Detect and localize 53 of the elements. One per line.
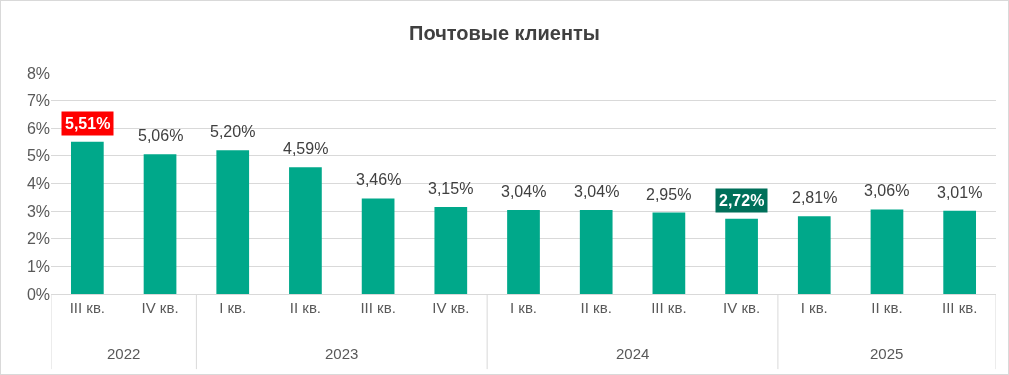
- x-tick-label: IV кв.: [432, 299, 470, 316]
- bar: [289, 167, 322, 294]
- data-label: 3,01%: [937, 184, 983, 201]
- data-label: 3,46%: [356, 171, 402, 188]
- y-tick-label: 3%: [26, 202, 50, 220]
- x-tick-label: I кв.: [800, 299, 828, 316]
- y-tick-label: 4%: [26, 175, 50, 193]
- y-tick-label: 5%: [26, 147, 50, 165]
- text: 2024: [616, 345, 650, 362]
- x-tick-label: III кв.: [941, 299, 978, 316]
- x-tick-label: II кв.: [580, 299, 612, 316]
- bar: [943, 210, 977, 294]
- y-tick-label: 6%: [26, 119, 50, 137]
- x-tick-label: I кв.: [219, 299, 247, 316]
- bar: [434, 206, 468, 294]
- y-tick-label: 2%: [26, 230, 50, 248]
- data-label: 3,15%: [428, 180, 474, 197]
- bar: [216, 150, 250, 294]
- text: 2023: [325, 345, 359, 362]
- x-tick-label: IV кв.: [723, 299, 761, 316]
- data-label: 2,72%: [719, 192, 765, 209]
- data-label: 5,06%: [138, 127, 184, 144]
- data-label: 3,04%: [501, 183, 547, 200]
- x-tick-label: II кв.: [289, 299, 322, 316]
- text: 2025: [870, 345, 904, 362]
- bar: [797, 216, 831, 294]
- bar: [652, 212, 686, 294]
- y-tick-label: 1%: [26, 257, 50, 275]
- text: 2022: [107, 345, 141, 362]
- data-label: 5,20%: [210, 123, 256, 140]
- bar: [725, 218, 758, 294]
- bar: [579, 210, 613, 294]
- y-tick-label: 7%: [26, 92, 50, 110]
- x-tick-label: III кв.: [651, 299, 687, 316]
- x-tick-label: IV кв.: [141, 299, 179, 316]
- data-label: 3,04%: [574, 183, 620, 200]
- data-label: 4,59%: [283, 140, 329, 157]
- bar: [361, 198, 395, 294]
- x-tick-label: I кв.: [509, 299, 538, 316]
- data-label: 5,51%: [65, 115, 111, 132]
- bar: [507, 210, 540, 294]
- y-tick-label: 0%: [26, 285, 50, 303]
- chart-title: Почтовые клиенты: [409, 21, 600, 44]
- data-label: 2,95%: [646, 186, 692, 203]
- y-tick-label: 8%: [26, 64, 50, 82]
- bar: [70, 141, 104, 294]
- x-tick-label: II кв.: [871, 299, 903, 316]
- bar: [870, 209, 904, 294]
- data-label: 2,81%: [792, 189, 838, 206]
- x-tick-label: III кв.: [69, 299, 106, 316]
- x-tick-label: III кв.: [360, 299, 396, 316]
- data-label: 3,06%: [864, 182, 910, 199]
- bar: [143, 154, 177, 294]
